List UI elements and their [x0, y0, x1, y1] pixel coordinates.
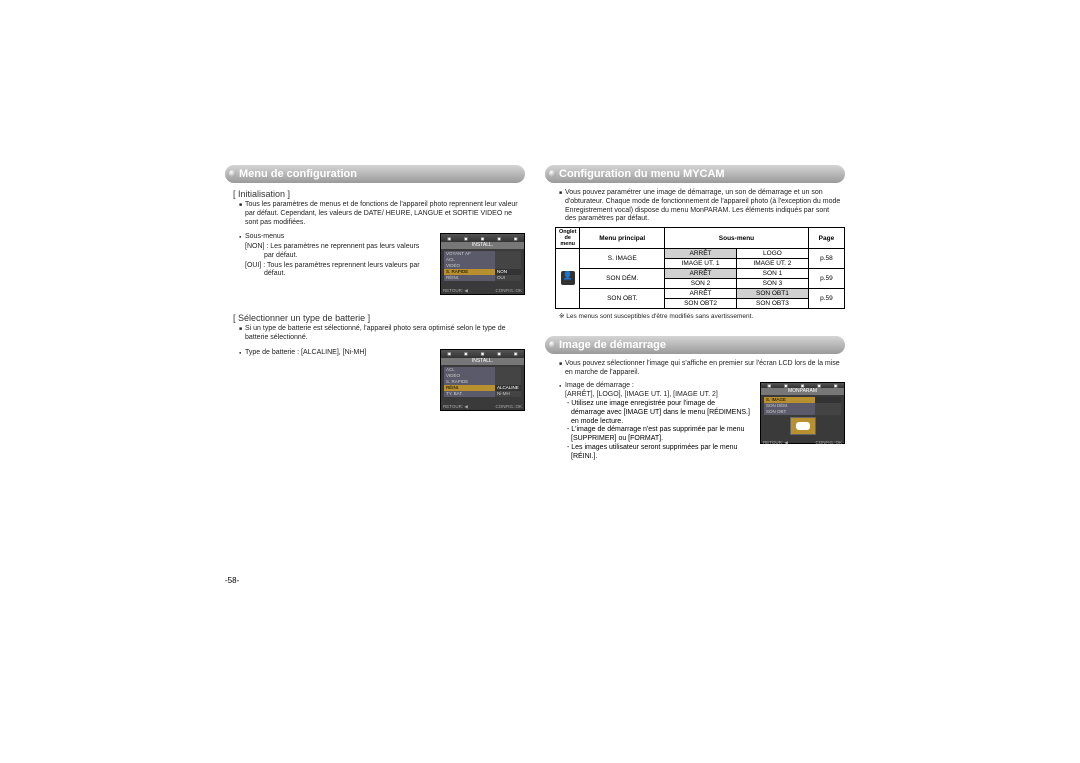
startimage-dash3: - Les images utilisateur seront supprimé…: [559, 444, 750, 462]
lcd-screenshot-install-1: ▣▣▣▣▣ INSTALL. VOYANT AFACLVIDÉOS. RAPID…: [440, 233, 525, 295]
init-text: Tous les paramètres de menus et de fonct…: [239, 201, 521, 227]
startimage-dash1: - Utilisez une image enregistrée pour l'…: [559, 400, 750, 426]
section-header-mycam: Configuration du menu MYCAM: [545, 165, 845, 183]
startimage-dash2: - L'image de démarrage n'est pas supprim…: [559, 426, 750, 444]
page-number: -58-: [225, 576, 239, 585]
person-tab-icon: [561, 271, 575, 285]
startimage-intro: Vous pouvez sélectionner l'image qui s'a…: [559, 360, 841, 378]
table-note: ※ Les menus sont susceptibles d'être mod…: [559, 312, 845, 320]
sousmenus-label: Sous-menus: [239, 233, 430, 242]
non-line: [NON] : Les paramètres ne reprennent pas…: [239, 243, 430, 261]
lcd-screenshot-install-2: ▣▣▣▣▣ INSTALL. ACLVIDÉOS. RAPIDERÉINI.AL…: [440, 349, 525, 411]
subhead-init: [ Initialisation ]: [233, 189, 525, 199]
section-header-config: Menu de configuration: [225, 165, 525, 183]
startimage-opts: [ARRÊT], [LOGO], [IMAGE UT. 1], [IMAGE U…: [565, 391, 750, 400]
battery-text: Si un type de batterie est sélectionné, …: [239, 325, 521, 343]
subhead-battery: [ Sélectionner un type de batterie ]: [233, 313, 525, 323]
mycam-intro: Vous pouvez paramétrer une image de déma…: [559, 189, 841, 224]
startimage-label: Image de démarrage :: [559, 382, 750, 391]
oui-line: [OUI] : Tous les paramètres reprennent l…: [239, 262, 430, 280]
section-header-startimage: Image de démarrage: [545, 336, 845, 354]
lcd-screenshot-monparam: ▣▣▣▣▣ MONPARAM S. IMAGESON DÉM.SON OBT. …: [760, 382, 845, 444]
battery-types: Type de batterie : [ALCALINE], [Ni-MH]: [239, 349, 430, 358]
mycam-menu-table: Onglet de menu Menu principal Sous-menu …: [555, 227, 845, 309]
right-column: Configuration du menu MYCAM Vous pouvez …: [545, 165, 845, 585]
left-column: Menu de configuration [ Initialisation ]…: [225, 165, 525, 585]
